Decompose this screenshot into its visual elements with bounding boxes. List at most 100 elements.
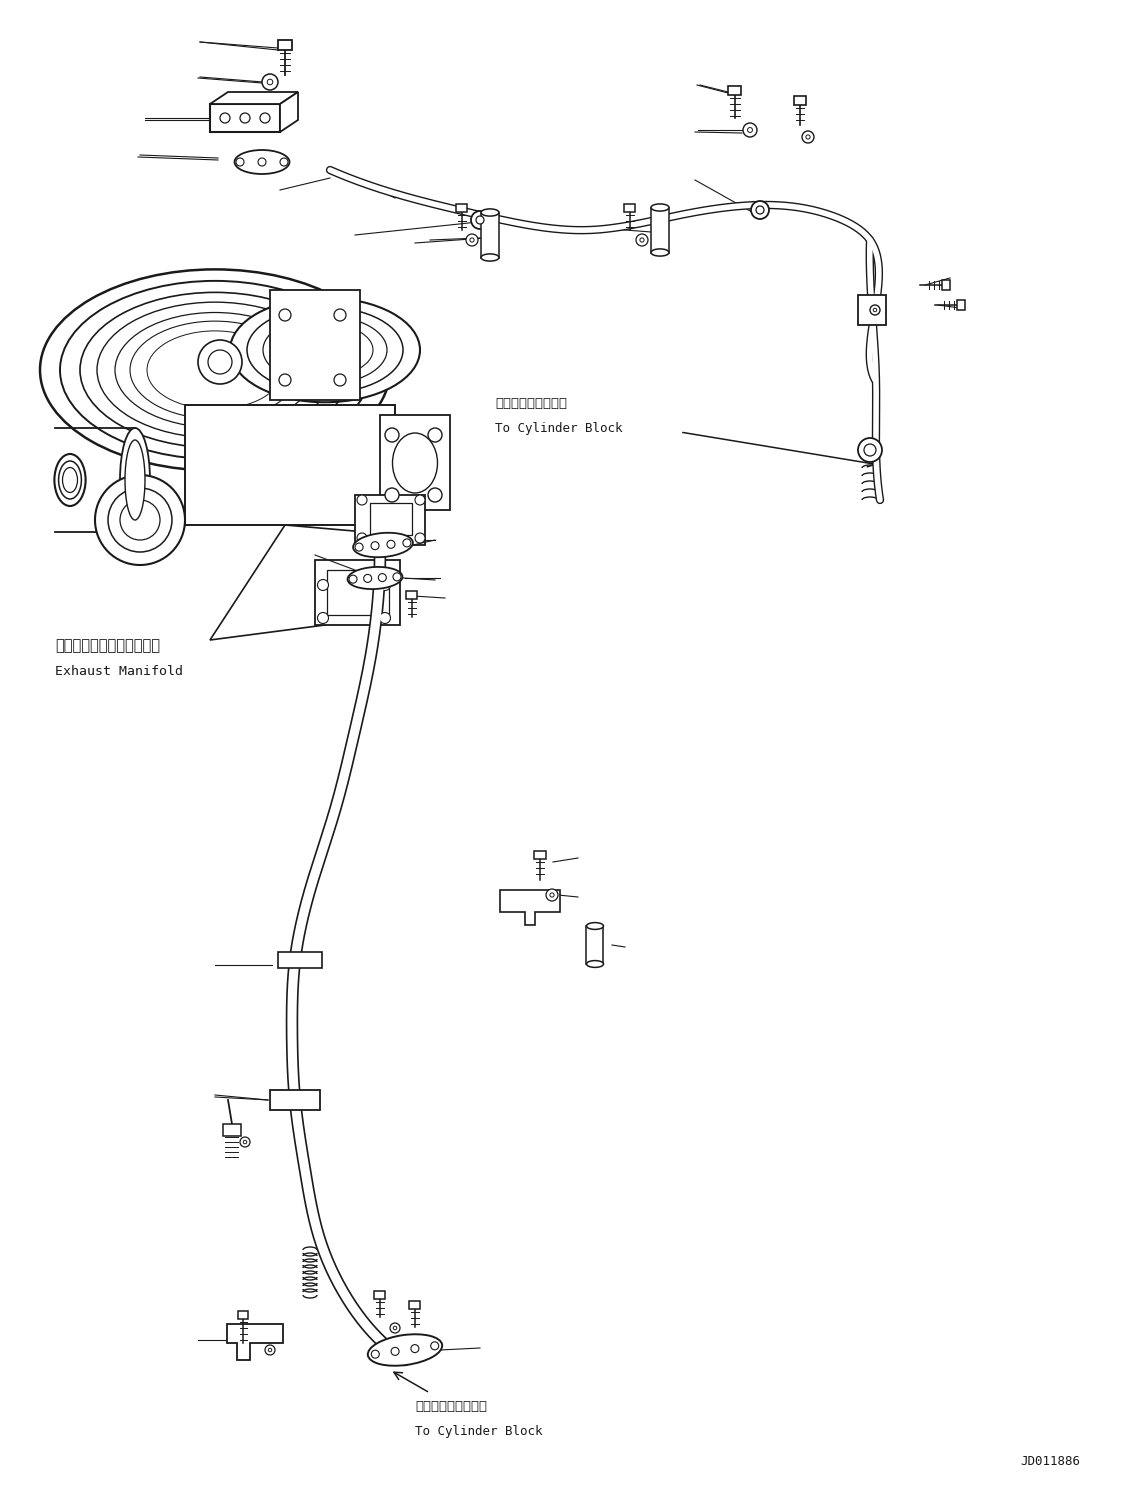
Circle shape [378, 574, 386, 581]
Bar [587, 925, 604, 964]
Text: To Cylinder Block: To Cylinder Block [495, 422, 623, 435]
Ellipse shape [97, 302, 333, 438]
Circle shape [870, 305, 880, 314]
Circle shape [802, 131, 814, 143]
Text: JD011886: JD011886 [1021, 1456, 1080, 1468]
Bar [534, 851, 546, 860]
Ellipse shape [80, 292, 350, 447]
Text: To Cylinder Block: To Cylinder Block [415, 1424, 542, 1438]
Bar [652, 207, 669, 252]
Circle shape [268, 79, 273, 85]
Circle shape [240, 113, 249, 124]
Circle shape [743, 124, 757, 137]
Circle shape [640, 238, 644, 241]
Circle shape [220, 113, 230, 124]
Ellipse shape [347, 566, 402, 589]
Polygon shape [500, 890, 560, 925]
Polygon shape [280, 92, 298, 133]
Circle shape [415, 533, 425, 542]
Bar [185, 405, 395, 524]
Ellipse shape [55, 454, 85, 507]
Ellipse shape [652, 204, 669, 212]
Bar [794, 95, 806, 104]
Circle shape [874, 308, 877, 311]
Circle shape [391, 1347, 399, 1356]
Circle shape [260, 113, 270, 124]
Polygon shape [210, 92, 298, 104]
Circle shape [262, 74, 278, 89]
Ellipse shape [147, 331, 282, 410]
Circle shape [403, 539, 411, 547]
Bar [223, 1123, 241, 1135]
Bar [380, 416, 450, 510]
Ellipse shape [120, 428, 150, 532]
Bar [375, 1290, 385, 1299]
Bar [858, 295, 886, 325]
Circle shape [279, 308, 290, 320]
Circle shape [244, 1140, 247, 1144]
Bar [370, 504, 412, 535]
Polygon shape [227, 1325, 282, 1360]
Circle shape [120, 501, 159, 539]
Circle shape [240, 1137, 249, 1147]
Ellipse shape [130, 322, 300, 419]
Polygon shape [270, 1091, 320, 1110]
Circle shape [371, 542, 379, 550]
Circle shape [259, 158, 267, 165]
Circle shape [756, 206, 764, 215]
Ellipse shape [115, 313, 316, 428]
Ellipse shape [587, 922, 604, 930]
Circle shape [472, 212, 489, 229]
Circle shape [390, 1323, 400, 1334]
Ellipse shape [587, 961, 604, 967]
Bar [481, 213, 499, 258]
Circle shape [865, 444, 876, 456]
Circle shape [371, 1350, 379, 1359]
Circle shape [279, 374, 290, 386]
Circle shape [334, 374, 346, 386]
Text: シリンダブロックへ: シリンダブロックへ [415, 1401, 487, 1413]
Circle shape [269, 1348, 272, 1351]
Circle shape [387, 541, 395, 548]
Ellipse shape [353, 533, 413, 557]
Ellipse shape [481, 253, 499, 261]
Circle shape [747, 128, 753, 133]
Circle shape [415, 495, 425, 505]
Circle shape [393, 572, 401, 581]
Circle shape [379, 612, 391, 623]
Circle shape [318, 580, 328, 590]
Circle shape [236, 158, 244, 165]
Circle shape [470, 238, 474, 241]
Ellipse shape [235, 150, 289, 174]
Ellipse shape [247, 307, 403, 393]
Ellipse shape [368, 1334, 442, 1366]
Circle shape [357, 495, 367, 505]
Ellipse shape [230, 298, 420, 402]
Circle shape [318, 612, 328, 623]
Circle shape [428, 489, 442, 502]
Circle shape [411, 1344, 419, 1353]
Text: エキゾーストマニホールド: エキゾーストマニホールド [55, 638, 159, 653]
Polygon shape [942, 280, 950, 291]
Circle shape [385, 428, 399, 443]
Circle shape [108, 489, 172, 551]
Circle shape [858, 438, 882, 462]
Ellipse shape [263, 316, 387, 384]
Bar [270, 291, 360, 399]
Polygon shape [210, 524, 400, 641]
Circle shape [546, 890, 558, 901]
Circle shape [280, 158, 288, 165]
Ellipse shape [63, 468, 77, 493]
Bar [327, 571, 390, 615]
Polygon shape [958, 299, 965, 310]
Circle shape [357, 533, 367, 542]
Bar [210, 104, 280, 133]
Ellipse shape [125, 440, 145, 520]
Circle shape [550, 893, 554, 897]
Circle shape [208, 350, 232, 374]
Bar [407, 592, 418, 599]
Bar [355, 495, 425, 545]
Ellipse shape [652, 249, 669, 256]
Circle shape [393, 1326, 396, 1329]
Bar [729, 85, 741, 94]
